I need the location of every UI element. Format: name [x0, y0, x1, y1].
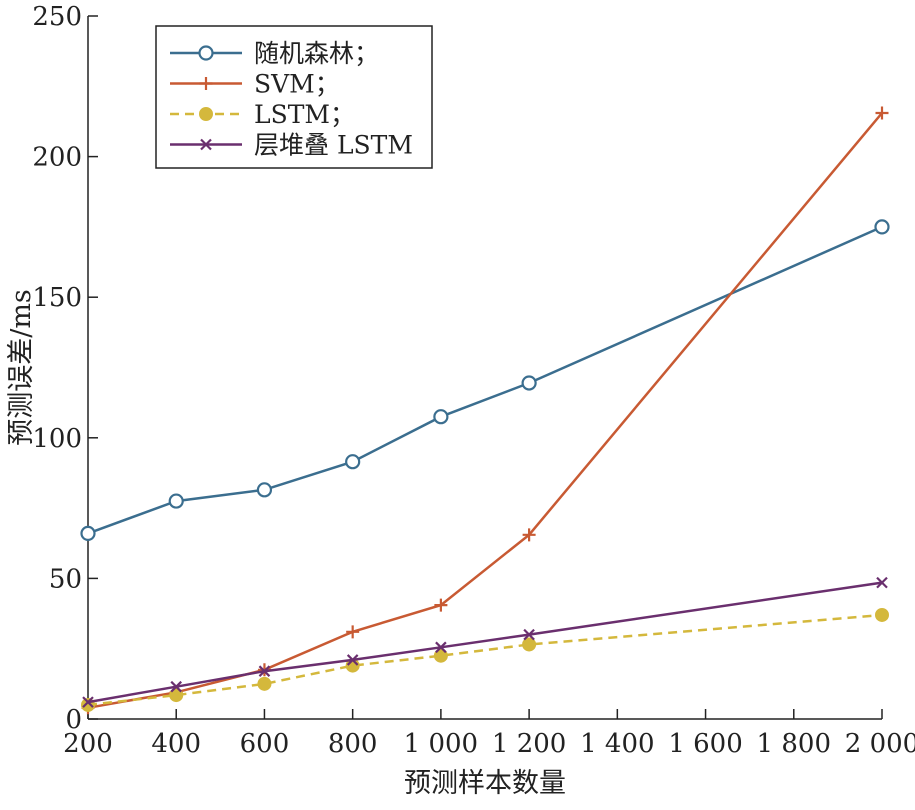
y-tick-label: 50 [49, 564, 82, 594]
data-point [875, 607, 889, 622]
legend-label: 层堆叠 LSTM [254, 131, 413, 160]
data-point [875, 106, 889, 120]
legend-entry: 随机森林； [170, 39, 379, 68]
data-point [523, 628, 535, 641]
data-point [522, 637, 537, 652]
data-point [522, 528, 536, 542]
data-point [258, 665, 271, 677]
data-point [256, 482, 273, 498]
legend-marker [198, 45, 214, 61]
x-tick-label: 1 200 [492, 729, 566, 759]
legend-entry: 层堆叠 LSTM [170, 131, 413, 160]
legend-label: LSTM； [254, 100, 355, 129]
legend: 随机森林；SVM；LSTM；层堆叠 LSTM [155, 25, 433, 169]
data-point [345, 454, 361, 470]
data-point [874, 219, 890, 235]
data-point [80, 525, 96, 542]
y-tick-label: 100 [32, 424, 82, 454]
legend-marker [200, 138, 212, 151]
legend-label: 随机森林； [254, 39, 379, 68]
series-line [87, 225, 883, 535]
legend-marker [199, 107, 213, 121]
y-tick-label: 150 [32, 283, 82, 313]
legend-entry: LSTM； [170, 100, 355, 129]
data-point [82, 696, 94, 708]
data-point [434, 598, 448, 612]
series-line [87, 112, 883, 710]
legend-label: SVM； [254, 70, 340, 99]
x-tick-label: 800 [328, 729, 378, 759]
legend-marker [199, 77, 213, 90]
x-tick-label: 1 000 [404, 729, 478, 759]
series-3 [81, 607, 889, 712]
x-tick-label: 600 [240, 729, 290, 759]
x-tick-label: 2 000 [845, 729, 915, 759]
x-tick-label: 1 800 [757, 729, 831, 759]
series-1 [80, 219, 890, 542]
data-point [346, 625, 360, 639]
data-point [346, 654, 359, 666]
data-point [257, 676, 272, 691]
x-tick-label: 400 [151, 729, 201, 759]
data-point [876, 576, 888, 589]
series-4 [82, 576, 888, 708]
data-point [435, 641, 447, 654]
y-tick-label: 0 [65, 705, 82, 735]
y-tick-label: 250 [32, 2, 82, 32]
x-tick-label: 200 [63, 729, 113, 759]
x-tick-label: 1 400 [580, 729, 654, 759]
x-axis-title: 预测样本数量 [404, 768, 566, 799]
data-point [168, 493, 184, 509]
series-line [87, 613, 883, 707]
x-tick-label: 1 600 [668, 729, 742, 759]
data-point [170, 680, 182, 693]
data-point [433, 648, 448, 663]
data-point [169, 688, 184, 703]
series-group [80, 106, 890, 715]
data-point [433, 409, 449, 425]
data-point [521, 375, 537, 391]
y-axis-title: 预测误差/ms [6, 289, 37, 446]
series-2 [81, 106, 889, 715]
axes: 0 50 100 150 200 250 200 400 600 800 1 000 1 200 1 4… [6, 2, 915, 799]
legend-entry: SVM； [170, 70, 340, 99]
y-tick-label: 200 [32, 143, 82, 173]
